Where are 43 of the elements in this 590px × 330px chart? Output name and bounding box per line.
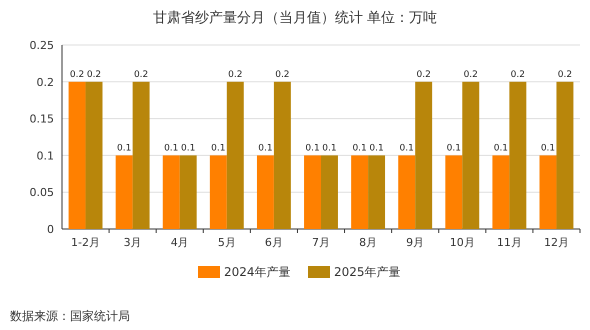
data-label: 0.2	[70, 70, 84, 80]
data-label: 0.1	[211, 143, 226, 154]
data-label: 0.2	[275, 70, 290, 80]
x-tick-label: 6月	[264, 236, 283, 249]
data-label: 0.1	[369, 143, 384, 154]
data-label: 0.1	[540, 143, 556, 154]
x-tick-label: 12月	[544, 236, 569, 249]
data-label: 0.2	[510, 70, 526, 80]
y-tick-label: 0.1	[36, 149, 54, 162]
x-tick-label: 3月	[124, 236, 142, 249]
y-tick-label: 0.2	[36, 76, 54, 89]
data-label: 0.1	[181, 143, 196, 154]
x-tick-label: 11月	[496, 236, 522, 249]
source-note: 数据来源：国家统计局	[10, 309, 130, 323]
x-tick-label: 9月	[406, 236, 424, 249]
legend-label: 2024年产量	[224, 265, 291, 279]
data-label: 0.1	[258, 143, 273, 154]
data-label: 0.1	[305, 143, 320, 154]
chart-title: 甘肃省纱产量分月（当月值）统计 单位：万吨	[152, 10, 438, 26]
x-tick-label: 1-2月	[71, 236, 100, 249]
data-label: 0.1	[322, 143, 337, 154]
data-label: 0.2	[134, 70, 148, 80]
data-label: 0.1	[116, 143, 132, 154]
data-label: 0.1	[164, 143, 178, 154]
y-tick-label: 0.25	[30, 39, 54, 52]
x-tick-label: 10月	[450, 236, 475, 249]
y-tick-label: 0.05	[30, 186, 54, 200]
data-label: 0.2	[558, 70, 572, 80]
x-tick-label: 5月	[218, 236, 236, 249]
y-tick-label: 0	[47, 223, 54, 236]
legend-label: 2025年产量	[334, 265, 401, 279]
x-tick-label: 7月	[312, 236, 330, 249]
data-label: 0.2	[416, 70, 431, 80]
data-label: 0.1	[400, 143, 414, 154]
data-label: 0.1	[494, 143, 508, 154]
data-label: 0.2	[86, 70, 102, 80]
x-tick-label: 8月	[359, 236, 378, 249]
y-tick-label: 0.15	[30, 112, 54, 126]
data-label: 0.1	[352, 143, 367, 154]
x-tick-label: 4月	[170, 236, 189, 249]
data-label: 0.2	[228, 70, 242, 80]
data-label: 0.1	[446, 143, 461, 154]
data-label: 0.2	[464, 70, 478, 80]
